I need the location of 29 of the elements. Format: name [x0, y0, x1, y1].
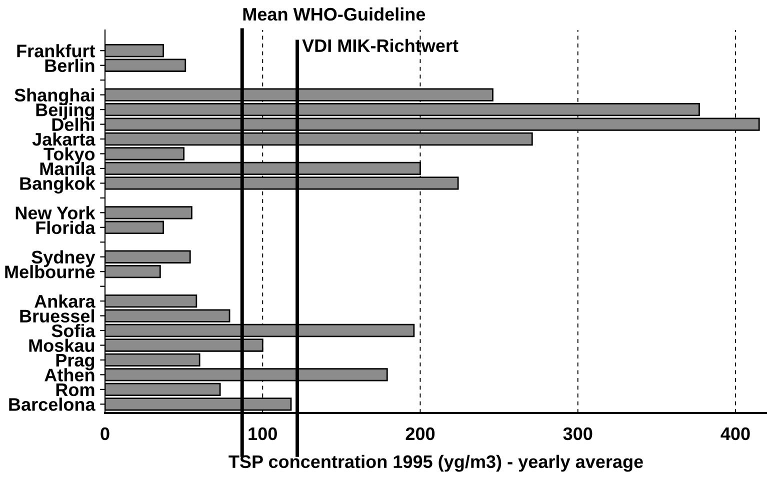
y-tick-label: Bruessel [20, 309, 94, 322]
y-tick-label: Bangkok [20, 176, 96, 194]
x-tick-label: 0 [100, 427, 110, 440]
y-tick-label: Shanghai [14, 88, 94, 106]
y-tick-label: Moskau [29, 338, 94, 352]
y-tick-label: Sydney [32, 250, 96, 268]
ref-line-label: Mean WHO-Guideline [243, 7, 426, 21]
y-tick-label: Prag [56, 354, 94, 370]
y-tick-label: Rom [56, 384, 94, 396]
y-tick-label: Tokyo [44, 147, 95, 164]
y-tick-label: Berlin [45, 58, 94, 72]
x-tick-label: 200 [406, 427, 435, 440]
y-tick-label: Melbourne [5, 265, 95, 278]
y-tick-label: Athen [44, 368, 94, 382]
y-tick-label: Jakarta [32, 132, 96, 146]
x-tick-label: 300 [563, 427, 592, 440]
y-tick-label: Florida [36, 220, 96, 234]
y-tick-label: Delhi [52, 118, 94, 131]
x-tick-label: 100 [248, 427, 277, 440]
y-tick-label: Barcelona [9, 398, 96, 411]
y-tick-label: Frankfurt [17, 44, 96, 58]
ref-line-label: VDI MIK-Richtwert [302, 38, 458, 52]
y-tick-label: Manila [40, 162, 96, 176]
y-tick-label: Sofia [52, 324, 96, 338]
y-tick-label: New York [16, 206, 96, 220]
y-tick-label: Beijing [36, 103, 94, 120]
x-axis-title: TSP concentration 1995 (yg/m3) - yearly average [228, 454, 643, 472]
x-tick-label: 400 [720, 427, 750, 440]
y-tick-label: Ankara [34, 294, 96, 308]
